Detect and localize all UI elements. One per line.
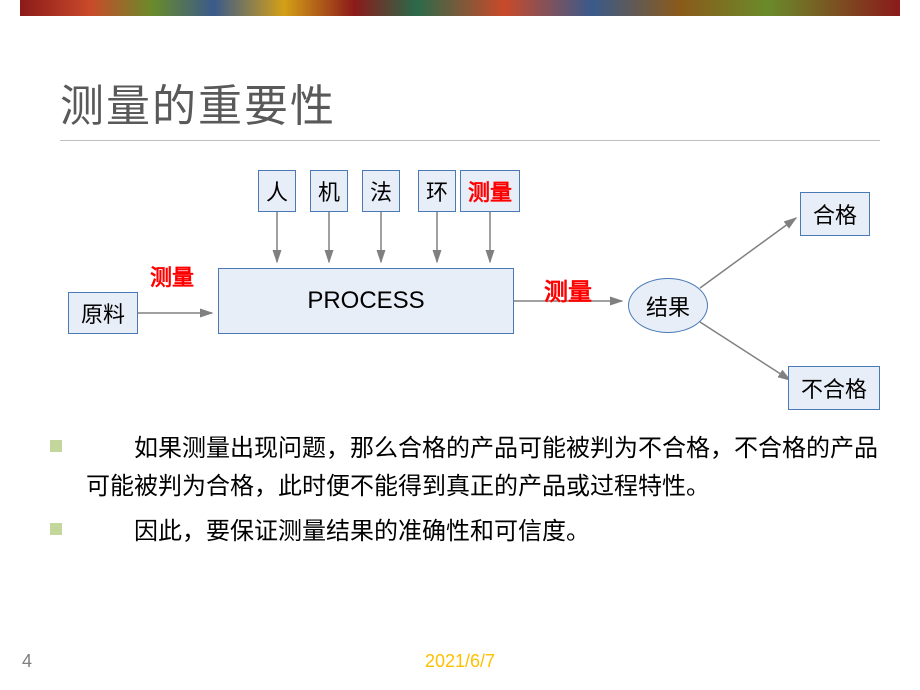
- date-text: 2021/6/7: [425, 651, 495, 671]
- result-label: 结果: [646, 290, 690, 322]
- raw-material-box: 原料: [68, 292, 138, 334]
- pass-box: 合格: [800, 192, 870, 236]
- page-number-text: 4: [22, 651, 32, 671]
- arrow: [700, 218, 796, 288]
- bullet-item: 因此，要保证测量结果的准确性和可信度。: [50, 513, 880, 551]
- input-box-2: 法: [362, 170, 400, 212]
- bullet-item: 如果测量出现问题，那么合格的产品可能被判为不合格，不合格的产品可能被判为合格，此…: [50, 430, 880, 507]
- input-label-1: 机: [318, 175, 340, 207]
- slide-date: 2021/6/7: [425, 651, 495, 672]
- input-label-0: 人: [266, 175, 288, 207]
- decorative-border: [20, 0, 900, 16]
- input-label-3: 环: [426, 175, 448, 207]
- input-label-4: 测量: [468, 175, 512, 207]
- input-box-1: 机: [310, 170, 348, 212]
- raw-label: 原料: [81, 297, 125, 329]
- bullet-text: 因此，要保证测量结果的准确性和可信度。: [86, 513, 590, 551]
- pass-label: 合格: [813, 198, 857, 230]
- bullet-marker-icon: [50, 440, 62, 452]
- measure-left-text: 测量: [150, 265, 194, 290]
- page-number: 4: [22, 651, 32, 672]
- input-label-2: 法: [370, 175, 392, 207]
- measure-right-text: 测量: [544, 279, 592, 306]
- title-text: 测量的重要性: [60, 82, 336, 131]
- arrow: [700, 322, 790, 380]
- bullet-marker-icon: [50, 523, 62, 535]
- measure-label-right: 测量: [544, 272, 592, 307]
- flow-diagram: 人机法环测量 原料 PROCESS 结果 合格 不合格 测量 测量: [0, 160, 920, 420]
- process-label: PROCESS: [307, 287, 424, 315]
- input-box-0: 人: [258, 170, 296, 212]
- fail-box: 不合格: [788, 366, 880, 410]
- bullet-text: 如果测量出现问题，那么合格的产品可能被判为不合格，不合格的产品可能被判为合格，此…: [86, 430, 880, 507]
- bullet-list: 如果测量出现问题，那么合格的产品可能被判为不合格，不合格的产品可能被判为合格，此…: [50, 430, 880, 557]
- measure-label-left: 测量: [150, 260, 194, 292]
- result-ellipse: 结果: [628, 278, 708, 333]
- slide-title: 测量的重要性: [60, 70, 336, 134]
- fail-label: 不合格: [801, 372, 867, 404]
- process-box: PROCESS: [218, 268, 514, 334]
- title-underline: [60, 140, 880, 141]
- input-box-4: 测量: [460, 170, 520, 212]
- input-box-3: 环: [418, 170, 456, 212]
